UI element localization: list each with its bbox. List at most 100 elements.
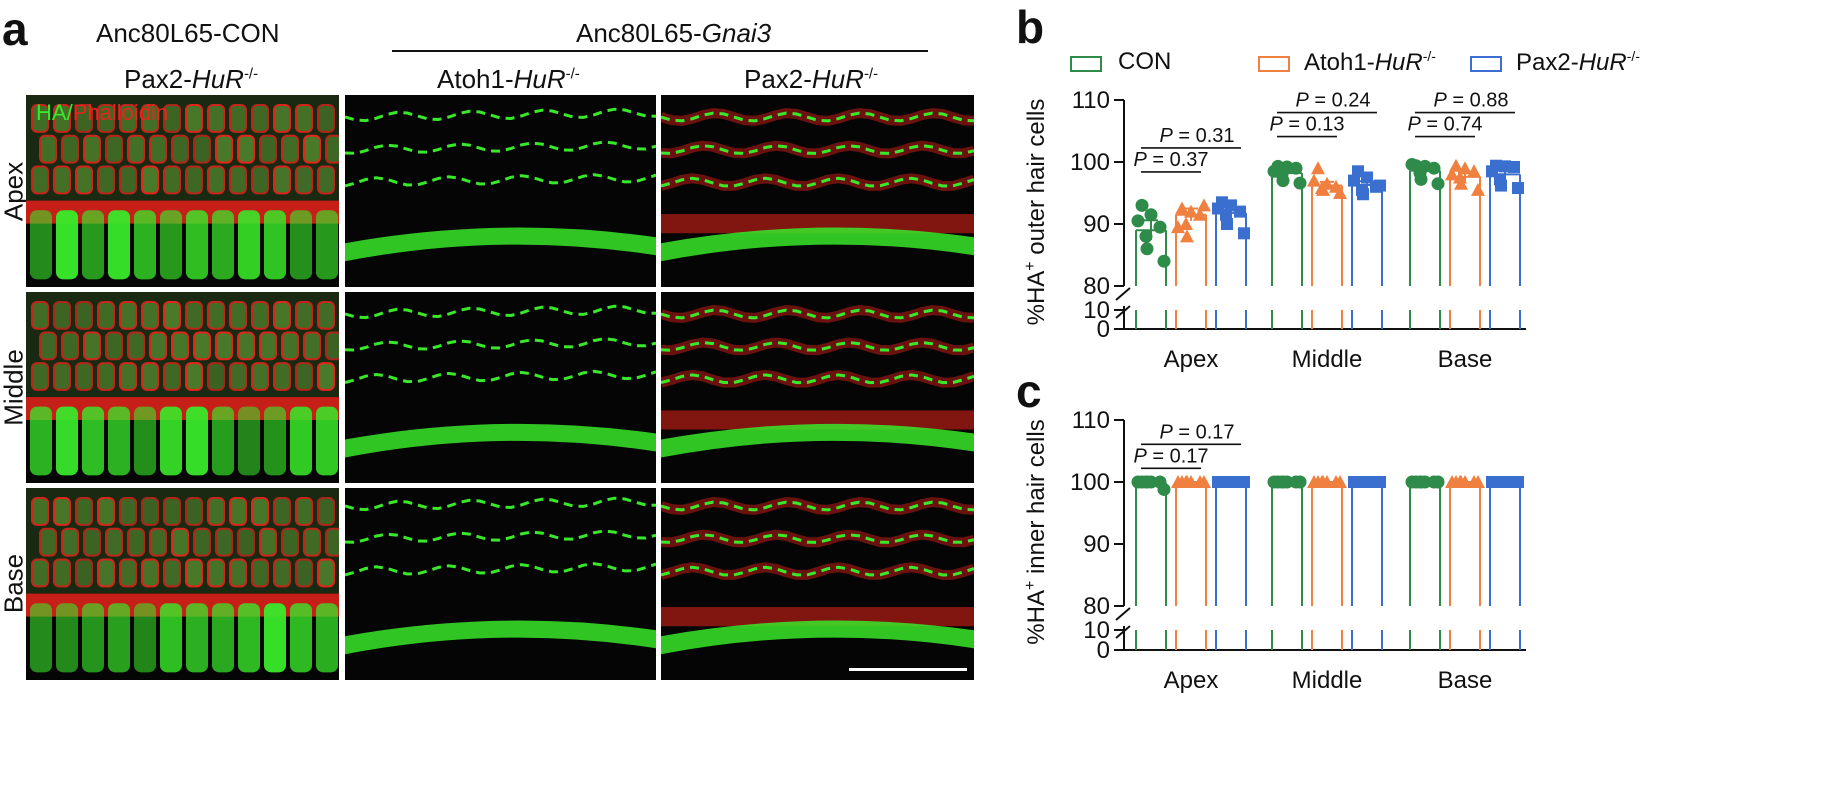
chart-b-data-point: [1405, 157, 1419, 171]
chart-c-xtick-label: Base: [1438, 667, 1493, 694]
chart-c-data-point: [1512, 476, 1524, 488]
micrograph-con-base: [26, 488, 339, 680]
col-header-pax: Pax2-HuR-/-: [744, 64, 878, 95]
col-header-pax-prefix: Pax2-: [744, 64, 812, 94]
chart-b-ylabel: %HA+ outer hair cells: [1022, 99, 1050, 326]
chart-b-data-point: [1427, 161, 1441, 175]
panel-b-letter: b: [1016, 1, 1045, 53]
group-title-con: Anc80L65-CON: [96, 18, 280, 48]
chart-b-data-point: [1316, 182, 1330, 196]
micrograph-atoh-apex: [345, 95, 656, 287]
legend-label-atoh: Atoh1-HuR-/-: [1304, 48, 1436, 77]
chart-c-data-point: [1276, 475, 1290, 489]
stain-label-ha: HA: [36, 100, 67, 125]
chart-c-data-point: [1171, 475, 1185, 488]
chart-c-data-point: [1348, 476, 1360, 488]
chart-b-data-point: [1157, 254, 1171, 268]
chart-b-data-point: [1467, 164, 1481, 178]
chart-b-axis-break-mark-2: [1115, 305, 1131, 319]
chart-b-comparison-label: P = 0.88: [1433, 90, 1508, 112]
chart-b-comparison-value: = 0.88: [1447, 90, 1509, 112]
chart-b-data-point: [1267, 164, 1281, 178]
chart-b-data-point: [1512, 182, 1524, 195]
chart-b-comparison-value: = 0.24: [1309, 90, 1371, 112]
chart-c-data-point: [1267, 475, 1281, 489]
chart-b-data-point: [1293, 176, 1307, 190]
chart-b-comparison-value: = 0.31: [1173, 125, 1235, 147]
chart-b-data-point: [1495, 179, 1507, 192]
micrograph-pax-middle: [661, 292, 974, 483]
chart-b-data-point: [1311, 161, 1325, 175]
micrograph-atoh-base: [345, 488, 656, 680]
chart-b-data-point: [1445, 167, 1459, 181]
chart-c-ytick-label: 90: [1083, 531, 1110, 558]
chart-b-data-point: [1197, 198, 1211, 212]
chart-b-xtick-label: Base: [1438, 346, 1493, 373]
panel-c-letter: c: [1016, 365, 1042, 417]
micrograph-con-middle: [26, 292, 339, 483]
group-title-gnai3-gene: Gnai3: [701, 18, 772, 48]
chart-c-data-point: [1414, 475, 1428, 489]
col-header-con-prefix: Pax2-: [124, 64, 192, 94]
group-title-gnai3: Anc80L65-Gnai3: [576, 18, 771, 49]
chart-c-ytick-label: 0: [1097, 637, 1110, 664]
chart-c-data-point: [1238, 476, 1250, 488]
chart-b-data-point: [1212, 202, 1224, 215]
chart-b-data-point: [1361, 171, 1373, 184]
chart-c-data-point: [1333, 475, 1347, 488]
chart-b-data-point: [1289, 161, 1303, 175]
chart-b-data-point: [1153, 220, 1167, 234]
chart-c-data-point: [1316, 475, 1330, 488]
col-header-atoh-prefix: Atoh1-: [437, 64, 514, 94]
chart-b-axis-break-mark-1: [1115, 287, 1131, 301]
chart-c-axis-break-mark-2: [1115, 625, 1131, 639]
chart-b-ytick-label: 80: [1083, 273, 1110, 300]
chart-b-comparison-value: = 0.13: [1283, 114, 1345, 136]
micrograph-pax-apex: [661, 95, 974, 287]
chart-c-comparison-label: P = 0.17: [1133, 445, 1208, 467]
chart-c-data-point: [1431, 475, 1445, 489]
col-header-atoh-sup: -/-: [565, 65, 580, 83]
chart-c-data-point: [1486, 476, 1498, 488]
chart-b-data-point: [1140, 242, 1154, 256]
chart-b-data-point: [1234, 205, 1246, 218]
chart-b-data-point: [1357, 188, 1369, 201]
chart-b-data-point: [1454, 176, 1468, 190]
micrograph-con-apex: [26, 95, 339, 287]
group-bracket-line: [392, 50, 928, 52]
chart-c-data-point: [1157, 482, 1171, 496]
chart-c-data-point: [1180, 475, 1194, 488]
chart-c-ytick-label: 80: [1083, 593, 1110, 620]
legend-pax-prefix: Pax2-: [1516, 49, 1579, 76]
chart-b-comparison-p: P: [1407, 114, 1421, 136]
col-header-pax-gene: HuR: [811, 64, 864, 94]
chart-b-data-point: [1135, 198, 1149, 212]
chart-c-ylabel-prefix: %HA: [1023, 590, 1050, 645]
chart-c-ytick-label: 10: [1083, 617, 1110, 644]
panel-a-letter: a: [2, 3, 28, 55]
chart-c-data-point: [1454, 475, 1468, 488]
stain-label-phalloidin: Phalloidin: [72, 100, 169, 125]
stain-label-sep: /: [66, 100, 73, 125]
chart-b-data-point: [1131, 214, 1145, 228]
chart-c-data-point: [1131, 475, 1145, 489]
chart-b-data-point: [1139, 229, 1153, 243]
legend-swatch-atoh: [1258, 56, 1290, 72]
chart-b-data-point: [1374, 179, 1386, 192]
chart-b-data-point: [1414, 172, 1428, 186]
chart-b-ytick-label: 90: [1083, 211, 1110, 238]
chart-b-ytick-label: 110: [1072, 87, 1110, 114]
chart-c-data-point: [1445, 475, 1459, 488]
chart-b-data-point: [1276, 174, 1290, 188]
chart-c-ylabel-sup: +: [1022, 581, 1039, 590]
chart-c-data-point: [1197, 475, 1211, 488]
col-header-con-gene: HuR: [191, 64, 244, 94]
chart-b-data-point: [1221, 218, 1233, 230]
chart-c-data-point: [1212, 476, 1224, 488]
chart-b-data-point: [1184, 204, 1198, 218]
legend-atoh-prefix: Atoh1-: [1304, 49, 1375, 76]
chart-c-ytick-label: 100: [1070, 469, 1110, 496]
col-header-con: Pax2-HuR-/-: [124, 64, 258, 95]
chart-b-comparison-p: P: [1433, 90, 1447, 112]
chart-b-data-point: [1333, 186, 1347, 199]
